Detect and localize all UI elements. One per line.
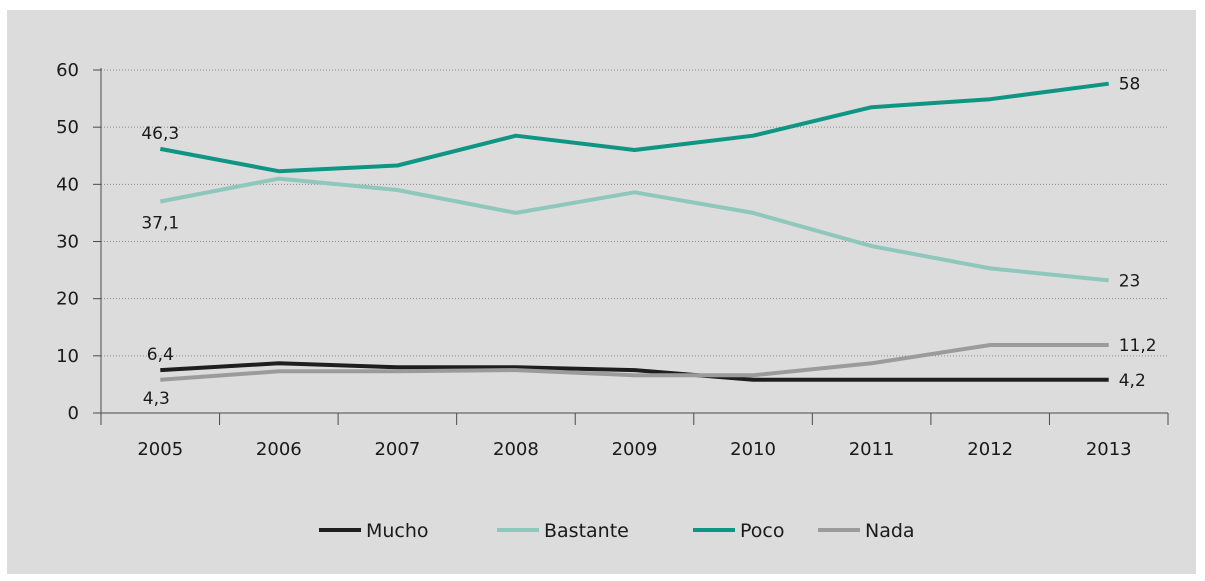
x-tick-label: 2005: [137, 439, 183, 460]
x-tick-label: 2006: [256, 439, 302, 460]
series-line-mucho: [160, 361, 1109, 382]
series-line-poco: [159, 81, 1109, 174]
gridlines: [101, 69, 1168, 357]
x-tick-label: 2010: [730, 439, 776, 460]
legend-label-mucho: Mucho: [366, 520, 429, 542]
series-line-nada: [160, 343, 1109, 382]
data-label: 58: [1119, 75, 1141, 95]
data-labels: 46,3 58 37,1 23 6,4 4,2 4,3 11,2: [141, 75, 1156, 409]
x-tick-label: 2013: [1086, 439, 1132, 460]
data-label: 4,2: [1119, 371, 1146, 391]
data-label: 11,2: [1119, 336, 1157, 356]
series-lines: [159, 81, 1109, 382]
legend-label-nada: Nada: [865, 520, 915, 542]
axes: 0 10 20 30 40 50 60 2005 2006 2007 2008 2009 2010 201…: [56, 60, 1169, 460]
y-tick-label: 50: [56, 117, 79, 138]
data-label: 4,3: [143, 389, 170, 409]
chart-panel: [7, 10, 1196, 574]
y-tick-label: 0: [68, 403, 79, 424]
y-tick-label: 60: [56, 60, 79, 81]
data-label: 23: [1119, 271, 1141, 291]
legend-label-poco: Poco: [740, 520, 784, 542]
x-tick-label: 2007: [374, 439, 420, 460]
x-tick-label: 2008: [493, 439, 539, 460]
y-tick-label: 10: [56, 346, 79, 367]
series-line-bastante: [159, 176, 1109, 283]
data-label: 6,4: [147, 345, 174, 365]
x-tick-label: 2011: [849, 439, 895, 460]
data-label: 37,1: [141, 213, 179, 233]
legend-label-bastante: Bastante: [544, 520, 629, 542]
y-tick-label: 20: [56, 289, 79, 310]
y-tick-label: 40: [56, 174, 79, 195]
data-label: 46,3: [141, 124, 179, 144]
legend: Mucho Bastante Poco Nada: [319, 520, 915, 542]
y-tick-label: 30: [56, 232, 79, 253]
x-tick-label: 2012: [967, 439, 1013, 460]
x-tick-label: 2009: [612, 439, 658, 460]
